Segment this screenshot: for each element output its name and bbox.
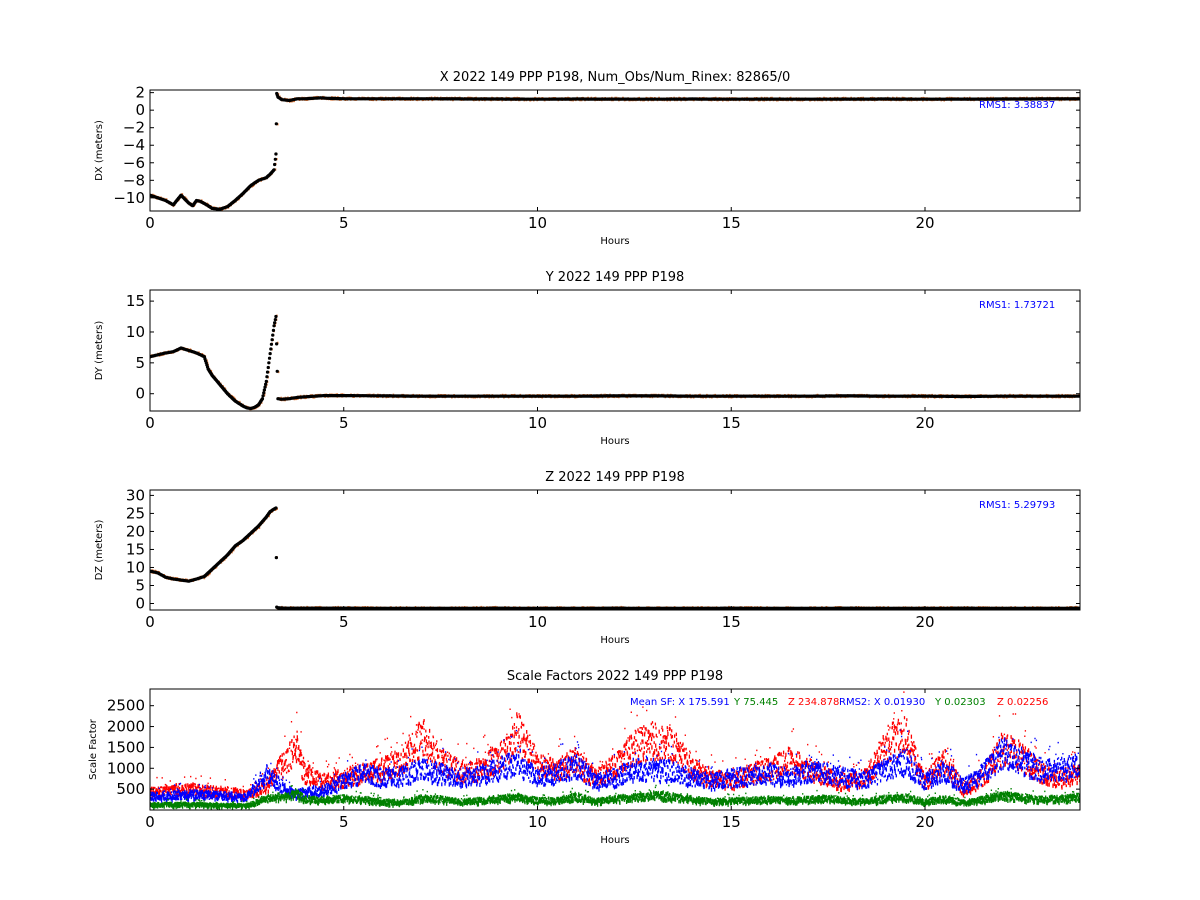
sf-annotation-6: Z 0.02256 xyxy=(997,697,1048,708)
y-tick-label: 10 xyxy=(126,323,145,341)
x-tick-label: 20 xyxy=(915,613,934,631)
series-2-points xyxy=(150,729,1080,805)
y-tick-label: 25 xyxy=(126,504,145,522)
x-tick-label: 0 xyxy=(145,414,155,432)
x-tick-label: 10 xyxy=(528,613,547,631)
x-axis-label: Hours xyxy=(600,635,629,646)
sf-annotation-1: Mean SF: X 175.591 xyxy=(630,697,730,708)
axes-frame xyxy=(149,289,1081,412)
series-3-points xyxy=(150,784,1080,810)
y-tick-label: −8 xyxy=(123,171,145,189)
x-axis-label: Hours xyxy=(600,835,629,846)
sf-annotation-4: RMS2: X 0.01930 xyxy=(839,697,925,708)
x-tick-label: 20 xyxy=(915,813,934,831)
y-tick-label: 15 xyxy=(126,540,145,558)
series-3 xyxy=(150,784,1080,810)
series-1-scatter-halo xyxy=(150,92,1080,211)
chart-title: Z 2022 149 PPP P198 xyxy=(545,470,685,485)
y-tick-label: 0 xyxy=(135,385,145,403)
y-tick-label: 2000 xyxy=(107,718,145,736)
y-axis-label: DX (meters) xyxy=(94,120,105,181)
x-tick-label: 5 xyxy=(339,813,349,831)
axes-frame xyxy=(149,89,1081,212)
x-tick-label: 10 xyxy=(528,414,547,432)
x-tick-label: 5 xyxy=(339,414,349,432)
plot-area xyxy=(150,314,1080,411)
y-tick-label: 20 xyxy=(126,522,145,540)
x-tick-label: 20 xyxy=(915,214,934,232)
x-tick-label: 5 xyxy=(339,214,349,232)
y-tick-label: 1500 xyxy=(107,738,145,756)
plot-area xyxy=(150,91,1080,211)
x-tick-label: 15 xyxy=(722,214,741,232)
y-tick-label: 30 xyxy=(126,486,145,504)
rms-annotation: RMS1: 3.38837 xyxy=(979,100,1055,111)
y-tick-label: 5 xyxy=(135,576,145,594)
plot-area xyxy=(150,691,1080,810)
y-tick-label: 0 xyxy=(135,595,145,613)
sf-annotation-5: Y 0.02303 xyxy=(934,697,986,708)
x-tick-label: 15 xyxy=(722,813,741,831)
y-tick-label: 5 xyxy=(135,354,145,372)
y-tick-label: −2 xyxy=(123,119,145,137)
x-tick-label: 0 xyxy=(145,214,155,232)
y-tick-label: −6 xyxy=(123,154,145,172)
series-1 xyxy=(150,314,1080,411)
sf-annotation-2: Y 75.445 xyxy=(733,697,778,708)
y-tick-label: 0 xyxy=(135,101,145,119)
y-tick-label: 15 xyxy=(126,292,145,310)
x-tick-label: 15 xyxy=(722,414,741,432)
x-tick-label: 5 xyxy=(339,613,349,631)
chart-panel-4: 0 5 10 15 20 500 1000 1500 2000 2500 Scale Factors… xyxy=(88,669,1081,846)
chart-title: Y 2022 149 PPP P198 xyxy=(545,270,685,285)
chart-title: Scale Factors 2022 149 PPP P198 xyxy=(507,669,723,684)
series-1 xyxy=(150,91,1080,211)
y-tick-label: −4 xyxy=(123,136,145,154)
y-axis-label: DY (meters) xyxy=(94,321,105,381)
x-tick-label: 0 xyxy=(145,613,155,631)
axes-frame xyxy=(149,688,1081,811)
series-1-points xyxy=(150,91,1080,211)
series-1 xyxy=(150,506,1080,610)
y-tick-label: 500 xyxy=(116,780,145,798)
chart-title: X 2022 149 PPP P198, Num_Obs/Num_Rinex: … xyxy=(440,70,791,85)
y-tick-label: 2 xyxy=(135,84,145,102)
y-tick-label: −10 xyxy=(113,189,145,207)
series-2 xyxy=(150,729,1080,805)
plot-area xyxy=(150,506,1080,610)
y-tick-label: 1000 xyxy=(107,759,145,777)
series-1-scatter-halo xyxy=(150,507,1080,610)
series-1-points xyxy=(150,506,1080,610)
x-tick-label: 20 xyxy=(915,414,934,432)
y-tick-label: 2500 xyxy=(107,697,145,715)
y-tick-label: 10 xyxy=(126,558,145,576)
y-axis-label: Scale Factor xyxy=(88,718,99,780)
x-tick-label: 10 xyxy=(528,813,547,831)
chart-panel-2: 0 5 10 15 20 0 5 10 15 Y 2022 149 PPP P198 Hours DY… xyxy=(94,270,1081,447)
sf-annotation-3: Z 234.878 xyxy=(788,697,839,708)
y-axis-label: DZ (meters) xyxy=(94,519,105,580)
x-axis-label: Hours xyxy=(600,236,629,247)
rms-annotation: RMS1: 5.29793 xyxy=(979,500,1055,511)
x-axis-label: Hours xyxy=(600,436,629,447)
x-tick-label: 15 xyxy=(722,613,741,631)
rms-annotation: RMS1: 1.73721 xyxy=(979,300,1055,311)
x-tick-label: 10 xyxy=(528,214,547,232)
x-tick-label: 0 xyxy=(145,813,155,831)
axes-frame xyxy=(149,489,1081,611)
